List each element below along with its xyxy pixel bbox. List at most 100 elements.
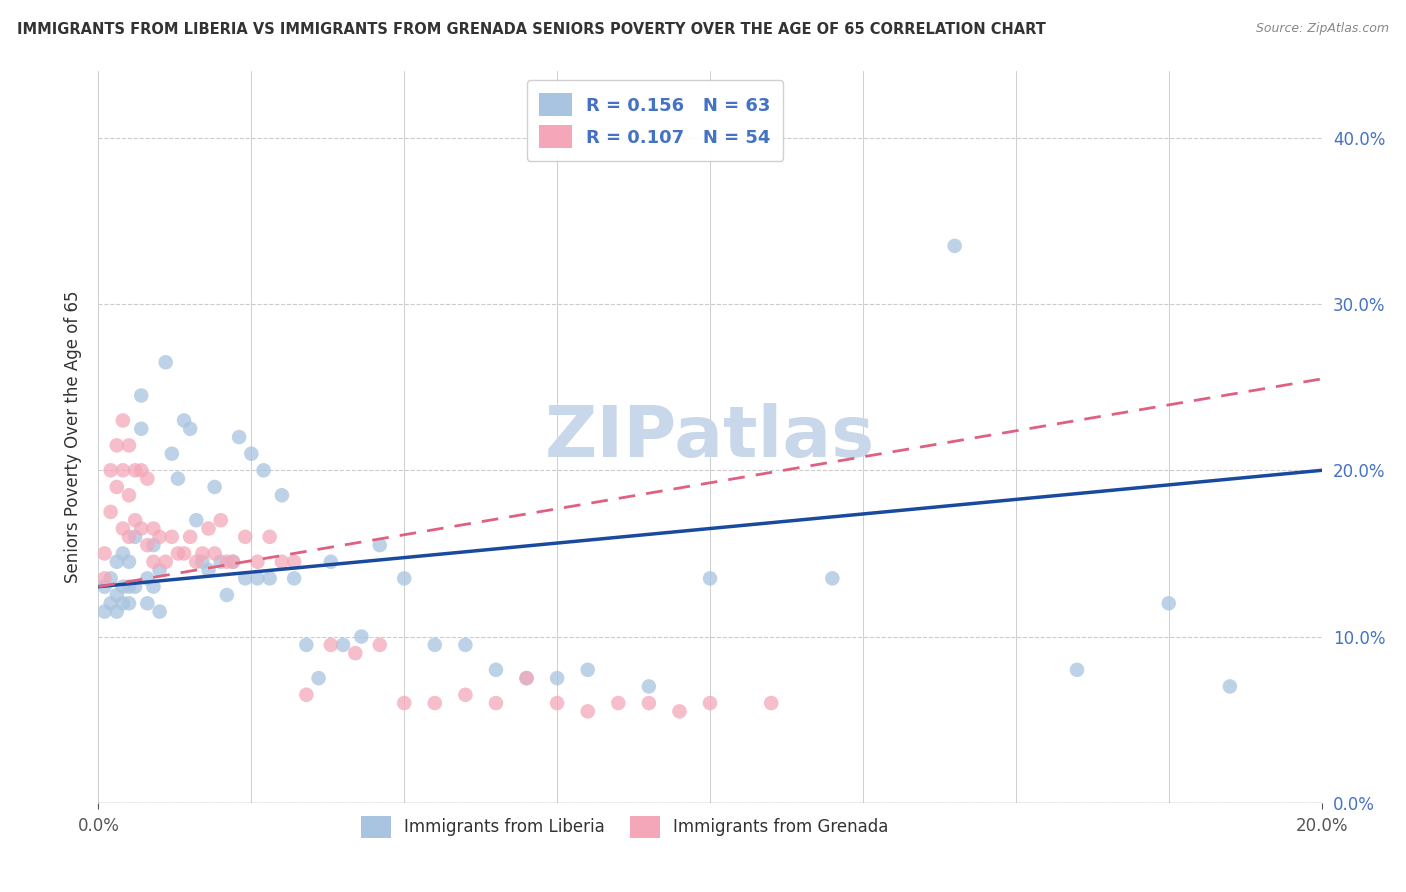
Point <box>637 696 661 710</box>
Point <box>215 588 238 602</box>
Point <box>332 638 354 652</box>
Point <box>179 530 201 544</box>
Point <box>129 422 152 436</box>
Point <box>259 530 281 544</box>
Point <box>209 513 232 527</box>
Point <box>129 521 152 535</box>
Point <box>821 571 844 585</box>
Point <box>118 580 141 594</box>
Point <box>454 638 477 652</box>
Point <box>142 538 165 552</box>
Point <box>215 555 238 569</box>
Point <box>155 555 177 569</box>
Point <box>319 555 342 569</box>
Point <box>233 530 256 544</box>
Point <box>186 555 208 569</box>
Point <box>576 705 599 719</box>
Point <box>699 696 721 710</box>
Point <box>222 555 245 569</box>
Point <box>167 546 190 560</box>
Point <box>105 438 128 452</box>
Point <box>546 671 568 685</box>
Point <box>485 696 508 710</box>
Point <box>93 546 115 560</box>
Point <box>392 696 416 710</box>
Point <box>142 521 165 535</box>
Point <box>111 580 134 594</box>
Point <box>350 630 373 644</box>
Point <box>105 588 128 602</box>
Point <box>228 430 250 444</box>
Point <box>179 422 201 436</box>
Point <box>516 671 538 685</box>
Point <box>118 596 141 610</box>
Point <box>111 596 134 610</box>
Point <box>136 538 159 552</box>
Point <box>607 696 630 710</box>
Point <box>105 480 128 494</box>
Point <box>93 605 115 619</box>
Point <box>160 530 183 544</box>
Point <box>124 580 146 594</box>
Point <box>283 555 305 569</box>
Point <box>142 555 165 569</box>
Point <box>93 580 115 594</box>
Legend: Immigrants from Liberia, Immigrants from Grenada: Immigrants from Liberia, Immigrants from… <box>349 805 900 849</box>
Point <box>240 447 263 461</box>
Point <box>233 571 256 585</box>
Point <box>637 680 661 694</box>
Point <box>105 555 128 569</box>
Point <box>111 546 134 560</box>
Point <box>516 671 538 685</box>
Point <box>142 580 165 594</box>
Point <box>100 596 122 610</box>
Point <box>270 555 292 569</box>
Point <box>100 505 122 519</box>
Point <box>149 605 172 619</box>
Point <box>252 463 274 477</box>
Point <box>105 605 128 619</box>
Point <box>197 563 219 577</box>
Point <box>124 463 146 477</box>
Point <box>344 646 367 660</box>
Point <box>759 696 782 710</box>
Point <box>699 571 721 585</box>
Point <box>576 663 599 677</box>
Point <box>197 521 219 535</box>
Point <box>1157 596 1180 610</box>
Point <box>485 663 508 677</box>
Point <box>173 546 195 560</box>
Point <box>546 696 568 710</box>
Point <box>124 530 146 544</box>
Point <box>368 538 391 552</box>
Point <box>270 488 292 502</box>
Point <box>173 413 195 427</box>
Point <box>191 555 214 569</box>
Point <box>129 388 152 402</box>
Point <box>668 705 690 719</box>
Point <box>259 571 281 585</box>
Point <box>149 530 172 544</box>
Point <box>100 571 122 585</box>
Point <box>191 546 214 560</box>
Point <box>118 555 141 569</box>
Point <box>111 463 134 477</box>
Point <box>454 688 477 702</box>
Point <box>1219 680 1241 694</box>
Point <box>392 571 416 585</box>
Point <box>111 521 134 535</box>
Text: IMMIGRANTS FROM LIBERIA VS IMMIGRANTS FROM GRENADA SENIORS POVERTY OVER THE AGE : IMMIGRANTS FROM LIBERIA VS IMMIGRANTS FR… <box>17 22 1046 37</box>
Y-axis label: Seniors Poverty Over the Age of 65: Seniors Poverty Over the Age of 65 <box>63 291 82 583</box>
Point <box>100 463 122 477</box>
Point <box>943 239 966 253</box>
Point <box>283 571 305 585</box>
Point <box>295 688 318 702</box>
Point <box>149 563 172 577</box>
Point <box>186 513 208 527</box>
Point <box>118 530 141 544</box>
Point <box>118 488 141 502</box>
Point <box>246 555 269 569</box>
Point <box>308 671 330 685</box>
Text: ZIPatlas: ZIPatlas <box>546 402 875 472</box>
Point <box>118 438 141 452</box>
